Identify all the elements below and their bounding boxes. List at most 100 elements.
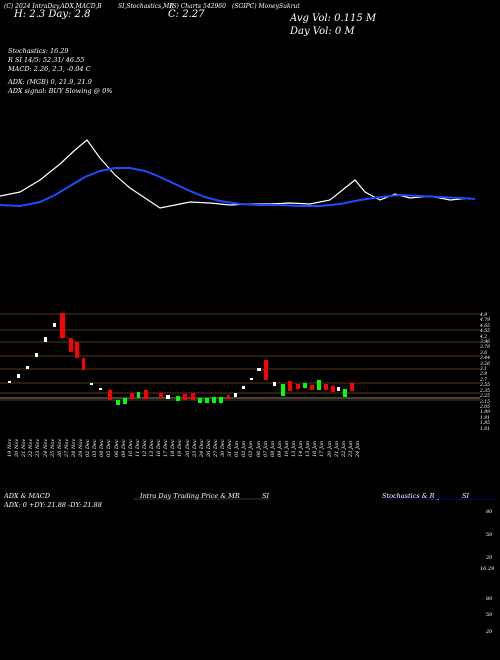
date-label: 13 Dec	[149, 439, 155, 457]
price-tick: 3.1	[480, 367, 488, 373]
date-label: 06 Dec	[113, 439, 120, 457]
intraday-title: Intra Day Trading Price & MR	[140, 492, 240, 500]
price-tick: 2.7	[480, 377, 488, 383]
date-label: 16 Jan	[312, 440, 319, 457]
date-label: 21 Jan	[333, 440, 340, 457]
candle	[82, 358, 85, 370]
stoch-level-50: 50	[486, 532, 493, 538]
stoch-level-20: 20	[486, 555, 493, 561]
date-label: 14 Jan	[298, 440, 305, 457]
price-tick: 2.55	[480, 383, 491, 389]
candle	[212, 397, 216, 403]
date-label: 04 Dec	[99, 439, 106, 457]
date-label: 26 Nov	[56, 438, 63, 457]
stoch-title-suffix: SI	[462, 492, 470, 500]
date-label: 24 Jan	[354, 440, 361, 457]
date-label: 03 Dec	[92, 439, 99, 457]
candle	[159, 393, 163, 398]
date-label: 28 Nov	[70, 438, 77, 457]
candle	[69, 338, 73, 352]
candle	[60, 313, 65, 338]
price-tick: 1.81	[480, 426, 491, 432]
date-label: 17 Dec	[163, 439, 170, 457]
date-label: 17 Jan	[319, 440, 326, 457]
day-volume: Day Vol: 0 M	[290, 26, 355, 37]
date-label: 03 Jan	[248, 440, 255, 457]
day-range: H: 2.3 Day: 2.8	[14, 9, 91, 20]
date-label: 24 Dec	[198, 439, 205, 457]
candle	[183, 394, 187, 400]
candle	[343, 389, 347, 397]
price-tick: 4.55	[480, 329, 491, 335]
date-label: 11 Dec	[134, 439, 141, 457]
date-label: 27 Nov	[63, 438, 70, 457]
date-label: 02 Jan	[241, 440, 248, 457]
date-label: 08 Jan	[269, 440, 276, 457]
stochastics-readout: Stochastics: 16.29	[8, 47, 69, 55]
date-label: 22 Jan	[340, 440, 347, 457]
price-tick: 2.25	[480, 394, 491, 400]
rsi-level-20: 20	[486, 629, 493, 635]
date-label: 30 Dec	[220, 439, 226, 457]
date-axis: 19 Nov 20 Nov 21 Nov 22 Nov 23 Nov 24 Nov 25 N…	[0, 433, 361, 483]
date-label: 02 Dec	[85, 439, 92, 457]
avg-volume: Avg Vol: 0.115 M	[290, 13, 377, 24]
candle	[331, 386, 335, 392]
date-label: 05 Dec	[106, 439, 113, 457]
rsi-level-50: 50	[486, 612, 493, 618]
candle	[198, 398, 202, 403]
candle	[99, 388, 102, 390]
white-ma-line	[0, 139, 471, 209]
adx-values: ADX: 0 +DY: 21.88 -DY: 21.88	[4, 501, 102, 509]
price-tick: 2.9	[480, 372, 488, 378]
date-label: 12 Dec	[141, 439, 148, 457]
price-tick: 2.05	[480, 404, 491, 410]
date-label: 09 Jan	[276, 440, 283, 457]
candle	[227, 395, 230, 399]
candle	[8, 381, 11, 383]
candle	[317, 380, 321, 390]
candle	[234, 393, 237, 397]
candles	[8, 313, 354, 405]
stoch-last-value: 16.29	[480, 566, 495, 572]
price-tick: 1.91	[480, 415, 491, 421]
candle	[264, 360, 268, 380]
rsi-level-80: 80	[486, 596, 493, 602]
candle	[296, 384, 300, 389]
candle	[281, 384, 285, 396]
chart-title-4: (SGIPC) MoneySukrut	[232, 3, 300, 10]
price-tick: 4.2	[480, 334, 488, 340]
date-label: 29 Nov	[78, 438, 84, 457]
intraday-title-suffix: SI	[262, 492, 270, 500]
date-label: 06 Jan	[255, 440, 262, 457]
candle	[288, 381, 292, 391]
date-label: 26 Dec	[205, 439, 212, 457]
price-tick: 1.85	[480, 421, 491, 427]
candle	[310, 385, 314, 390]
candle	[324, 384, 328, 390]
candle	[26, 366, 29, 369]
price-tick: 4.9	[480, 313, 488, 318]
candle	[242, 386, 245, 389]
candle	[166, 395, 170, 399]
date-label: 19 Nov	[7, 438, 13, 457]
price-axis: 4.9 4.79 4.65 4.55 4.2 3.96 3.78 3.6 3.4…	[480, 313, 500, 432]
candle	[337, 387, 340, 391]
adx-signal-readout: ADX signal: BUY Slowing @ 0%	[8, 87, 113, 95]
price-tick: 4.79	[480, 318, 491, 324]
price-grid	[0, 313, 480, 401]
price-tick: 3.96	[480, 340, 491, 346]
date-label: 01 Jan	[234, 440, 241, 457]
date-label: 19 Dec	[177, 439, 184, 457]
date-label: 24 Nov	[42, 438, 49, 457]
main-chart	[0, 139, 498, 500]
candle	[350, 383, 354, 391]
date-label: 31 Dec	[227, 439, 234, 457]
date-label: 18 Dec	[170, 439, 177, 457]
close-price: C: 2.27	[168, 9, 205, 20]
date-label: 10 Jan	[283, 440, 290, 457]
date-label: 16 Dec	[156, 439, 163, 457]
candle	[130, 393, 134, 399]
date-label: 20 Jan	[326, 440, 333, 457]
price-tick: 3.78	[480, 345, 491, 351]
